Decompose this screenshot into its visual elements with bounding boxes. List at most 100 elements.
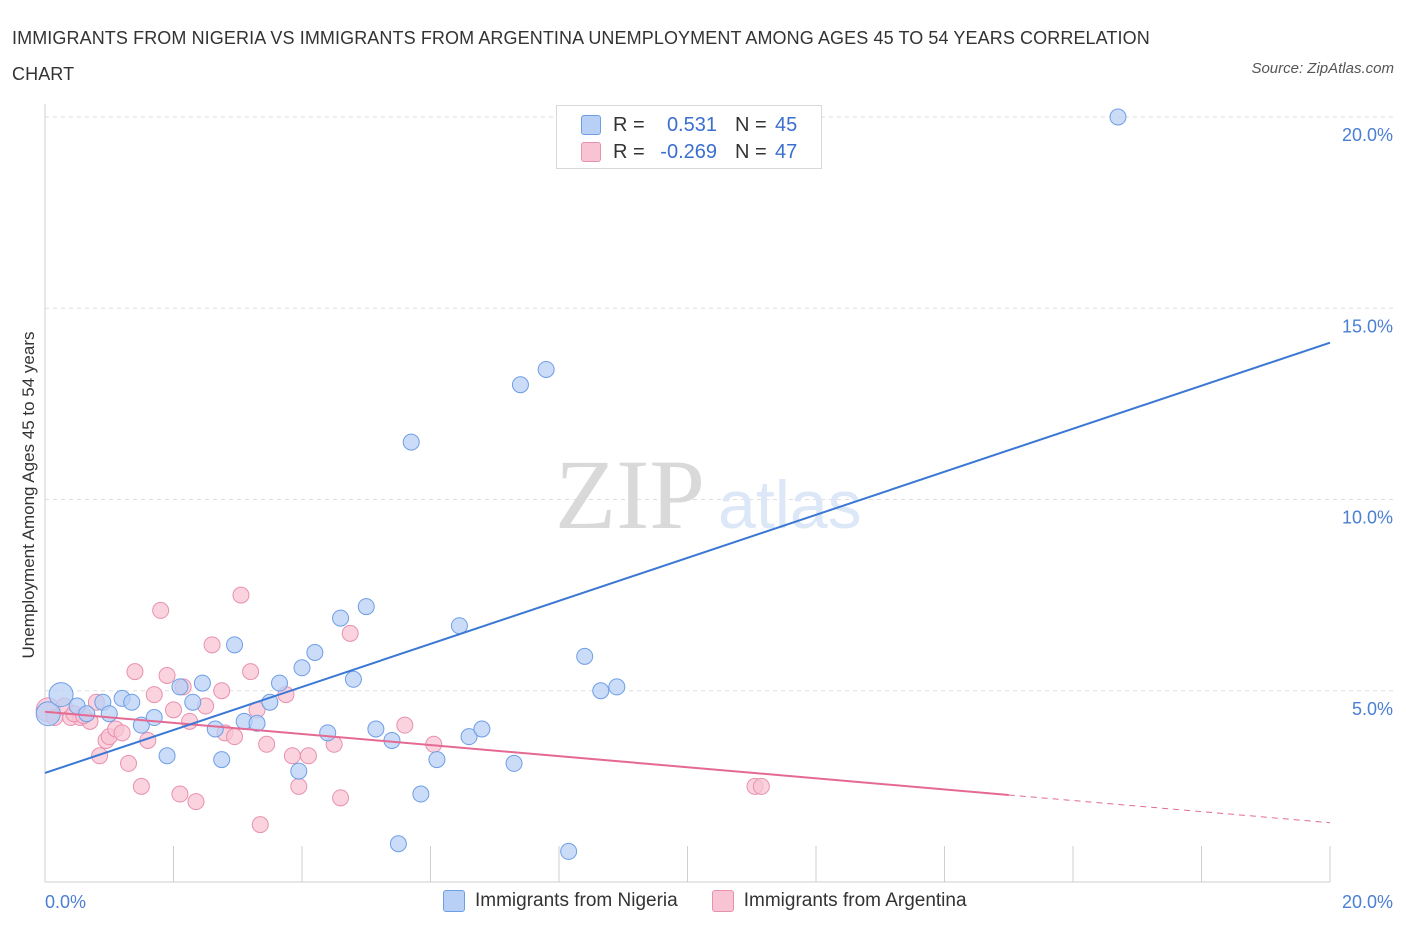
- argentina-point: [145, 686, 163, 704]
- argentina-point: [165, 701, 182, 719]
- legend-r-value-argentina: -0.269: [660, 140, 717, 163]
- series-legend: Immigrants from Nigeria Immigrants from …: [443, 890, 1001, 912]
- nigeria-point: [332, 609, 350, 627]
- nigeria-point: [123, 693, 141, 711]
- legend-r-label: R =: [613, 140, 645, 163]
- nigeria-point: [226, 636, 244, 654]
- argentina-point: [283, 747, 301, 765]
- argentina-point: [126, 663, 144, 681]
- series-swatch-argentina: [711, 890, 734, 912]
- x-tick-label-min: 0.0%: [45, 892, 86, 912]
- legend-n-label: N =: [735, 113, 767, 136]
- x-axis-ticks: [44, 846, 1331, 882]
- argentina-trend-line-extension: [1008, 794, 1331, 824]
- series-label-nigeria: Immigrants from Nigeria: [475, 890, 678, 911]
- argentina-point: [91, 747, 109, 765]
- trend-lines: [44, 341, 1331, 824]
- nigeria-point: [389, 835, 407, 853]
- argentina-point: [341, 624, 359, 642]
- nigeria-point: [193, 674, 211, 692]
- nigeria-point: [1109, 108, 1127, 126]
- x-tick-label-max: 20.0%: [1342, 892, 1393, 912]
- grid-lines: [45, 116, 1393, 692]
- argentina-point: [113, 724, 131, 742]
- argentina-point: [232, 586, 250, 604]
- nigeria-point: [412, 785, 430, 803]
- argentina-point: [187, 793, 205, 811]
- nigeria-point: [428, 751, 446, 769]
- argentina-trend-line: [44, 710, 1009, 796]
- series-legend-nigeria[interactable]: Immigrants from Nigeria: [443, 890, 678, 912]
- nigeria-point: [511, 376, 529, 394]
- argentina-point: [258, 735, 276, 753]
- series-label-argentina: Immigrants from Argentina: [743, 890, 967, 911]
- nigeria-point: [505, 754, 523, 772]
- watermark-zip: ZIP: [555, 439, 705, 550]
- nigeria-point: [184, 693, 202, 711]
- nigeria-point: [460, 728, 478, 746]
- argentina-point: [242, 663, 260, 681]
- legend-swatch-argentina: [581, 142, 601, 162]
- nigeria-point: [48, 682, 74, 708]
- nigeria-point: [560, 842, 578, 860]
- argentina-point: [396, 716, 414, 734]
- y-tick-label: 15.0%: [1342, 316, 1393, 336]
- nigeria-point: [592, 682, 610, 700]
- legend-r-value-nigeria: 0.531: [666, 113, 717, 136]
- chart-title: IMMIGRANTS FROM NIGERIA VS IMMIGRANTS FR…: [12, 28, 1150, 84]
- nigeria-point: [248, 714, 266, 732]
- argentina-point: [171, 785, 189, 803]
- argentina-point: [213, 682, 231, 700]
- legend-n-value-nigeria: 45: [775, 113, 798, 136]
- y-tick-label: 10.0%: [1342, 508, 1393, 528]
- nigeria-point: [78, 705, 96, 723]
- legend-r-label: R =: [613, 113, 645, 136]
- source-credit: Source: ZipAtlas.com: [1251, 60, 1394, 77]
- nigeria-trend-line: [44, 341, 1331, 774]
- nigeria-point: [537, 360, 555, 378]
- argentina-point: [203, 636, 221, 654]
- watermark-atlas: atlas: [718, 467, 862, 543]
- nigeria-point: [344, 670, 362, 688]
- argentina-point: [752, 777, 770, 795]
- series-legend-argentina[interactable]: Immigrants from Argentina: [711, 890, 967, 912]
- legend-row-argentina: R = -0.269 N = 47: [581, 139, 797, 165]
- watermark: ZIP atlas: [555, 439, 862, 550]
- legend-swatch-nigeria: [581, 115, 601, 135]
- argentina-point: [120, 754, 138, 772]
- correlation-legend: R = 0.531 N = 45 R = -0.269 N = 47: [556, 105, 822, 169]
- nigeria-point: [576, 647, 594, 665]
- nigeria-point: [306, 644, 324, 661]
- nigeria-point: [608, 678, 626, 696]
- nigeria-point: [290, 762, 308, 780]
- argentina-points: [35, 586, 770, 834]
- nigeria-point: [271, 674, 289, 692]
- argentina-point: [251, 816, 269, 834]
- nigeria-point: [206, 720, 224, 738]
- legend-n-value-argentina: 47: [775, 140, 798, 163]
- legend-row-nigeria: R = 0.531 N = 45: [581, 112, 797, 138]
- nigeria-point: [145, 709, 163, 727]
- y-tick-labels: 5.0% 10.0% 15.0% 20.0%: [1342, 125, 1393, 719]
- nigeria-point: [158, 747, 176, 765]
- nigeria-point: [171, 678, 189, 696]
- nigeria-point: [357, 598, 375, 616]
- argentina-point: [158, 666, 176, 684]
- y-tick-label: 5.0%: [1352, 699, 1393, 719]
- nigeria-point: [319, 724, 337, 742]
- argentina-point: [299, 747, 317, 765]
- argentina-point: [132, 777, 150, 795]
- nigeria-point: [402, 433, 420, 451]
- nigeria-point: [367, 720, 385, 738]
- nigeria-point: [213, 751, 231, 769]
- y-axis-title: Unemployment Among Ages 45 to 54 years: [19, 332, 38, 659]
- nigeria-point: [473, 720, 491, 738]
- legend-n-label: N =: [735, 140, 767, 163]
- nigeria-point: [293, 659, 311, 677]
- series-swatch-nigeria: [443, 890, 465, 912]
- argentina-point: [226, 728, 244, 746]
- y-tick-label: 20.0%: [1342, 125, 1393, 145]
- argentina-point: [290, 777, 308, 795]
- argentina-point: [332, 789, 350, 807]
